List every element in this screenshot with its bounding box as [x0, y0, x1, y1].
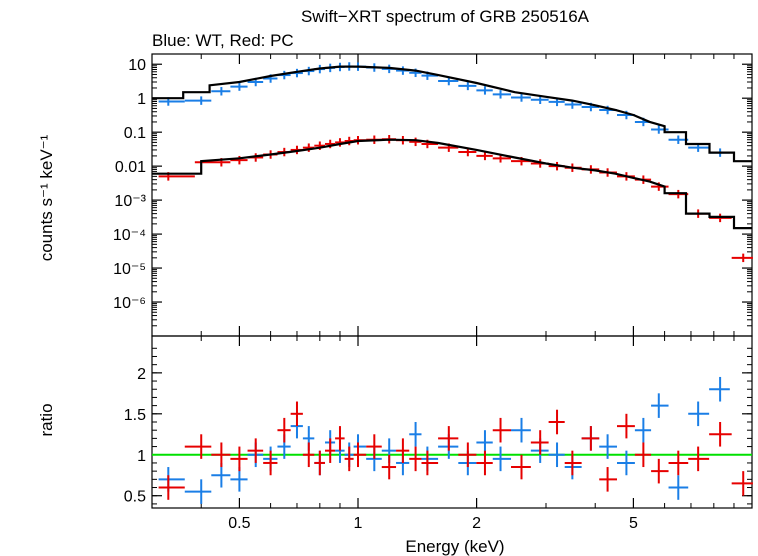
x-tick-label: 1: [354, 515, 363, 532]
plot-layer: 10 1 0.1 0.01 10⁻³ 10⁻⁴ 10⁻⁵ 10⁻⁶ 0.5 1 2 5 0.5 1 1.5 2: [113, 53, 753, 532]
chart-subtitle: Blue: WT, Red: PC: [152, 31, 294, 50]
x-tick-label: 5: [629, 515, 638, 532]
y-tick-label-spectrum: 10⁻³: [114, 193, 146, 210]
series-pc-spectrum: [158, 135, 753, 263]
x-axis-label: Energy (keV): [405, 537, 504, 556]
model-line-model-pc: [152, 138, 752, 230]
series-wt-ratio: [158, 376, 730, 504]
y-axis-label-spectrum: counts s⁻¹ keV⁻¹: [37, 134, 56, 261]
y-axis-label-ratio: ratio: [37, 403, 56, 436]
chart-title: Swift−XRT spectrum of GRB 250516A: [301, 7, 590, 26]
panel-frame-ratio: [151, 335, 753, 509]
y-tick-label-ratio: 0.5: [124, 489, 146, 506]
y-tick-label-spectrum: 10⁻⁴: [113, 227, 146, 244]
x-tick-label: 0.5: [228, 515, 250, 532]
y-tick-label-spectrum: 1: [137, 91, 146, 108]
y-tick-label-ratio: 1: [137, 448, 146, 465]
y-tick-label-spectrum: 0.01: [115, 159, 146, 176]
y-tick-label-spectrum: 10⁻⁶: [113, 295, 146, 312]
y-tick-label-spectrum: 0.1: [124, 125, 146, 142]
y-tick-label-ratio: 2: [137, 366, 146, 383]
panel-ratio: 0.5 1 2 5 0.5 1 1.5 2: [124, 335, 753, 532]
series-pc-ratio: [158, 401, 753, 500]
panel-spectrum: 10 1 0.1 0.01 10⁻³ 10⁻⁴ 10⁻⁵ 10⁻⁶: [113, 53, 753, 337]
model-line-model-wt: [152, 65, 752, 163]
y-tick-label-spectrum: 10: [128, 57, 146, 74]
x-tick-label: 2: [472, 515, 481, 532]
panel-frame-spectrum: [151, 53, 753, 337]
y-tick-label-ratio: 1.5: [124, 407, 146, 424]
y-tick-label-spectrum: 10⁻⁵: [113, 261, 146, 278]
